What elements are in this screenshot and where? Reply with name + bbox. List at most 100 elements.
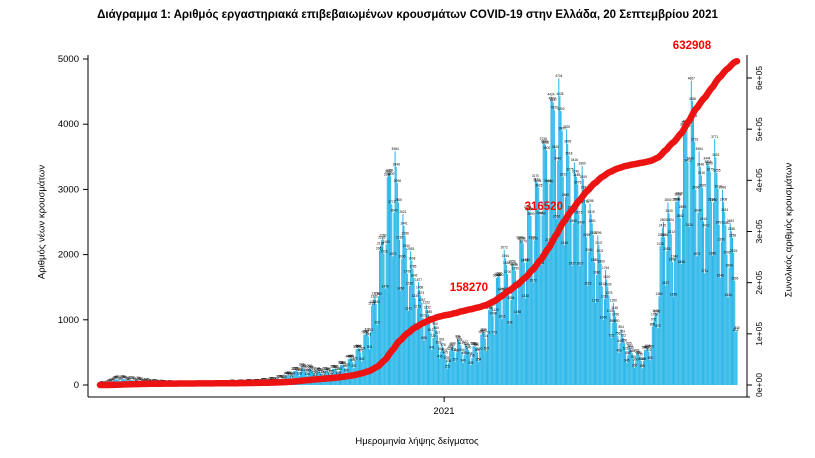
bar [529, 211, 531, 385]
bar-value-label: 950 [610, 319, 616, 323]
left-tick-label: 5000 [58, 54, 79, 65]
bar-value-label: 2996 [719, 186, 726, 190]
bar-value-label: 1360 [655, 292, 662, 296]
bar-value-label: 57 [133, 377, 137, 381]
bar-value-label: 149 [336, 371, 342, 375]
bar-value-label: 2500 [660, 218, 667, 222]
bar [453, 351, 455, 385]
bar-value-label: 35 [111, 379, 115, 383]
bar [706, 160, 708, 385]
bar-value-label: 448 [467, 352, 473, 356]
bar-value-label: 3600 [543, 146, 550, 150]
bar [609, 313, 611, 385]
bar-value-label: 900 [433, 322, 439, 326]
bar [623, 342, 626, 385]
bar [710, 201, 712, 385]
bar [671, 261, 673, 385]
bar [443, 352, 445, 385]
bar [508, 294, 510, 385]
bar [625, 350, 627, 385]
bar [539, 215, 541, 385]
bar-value-label: 773 [492, 330, 498, 334]
bar-value-label: 3738 [540, 137, 547, 141]
bar [372, 304, 374, 385]
bar-value-label: 2651 [721, 208, 728, 212]
bar-value-label: 1708 [404, 269, 411, 273]
bar-value-label: 87 [115, 375, 119, 379]
bar-value-label: 81 [128, 376, 132, 380]
bar-value-label: 4667 [688, 77, 695, 81]
bar-value-label: 1479 [382, 284, 389, 288]
bar [686, 128, 688, 386]
bar [586, 237, 588, 385]
bar-value-label: 63 [125, 377, 129, 381]
bar [650, 348, 652, 385]
bar-value-label: 216 [292, 367, 298, 371]
bar-value-label: 725 [609, 334, 615, 338]
bar [455, 352, 457, 385]
bar [426, 309, 428, 385]
bar-value-label: 4424 [547, 92, 554, 96]
right-axis-title: Συνολικός αριθμός κρουσμάτων [783, 162, 795, 298]
bar [433, 321, 435, 385]
bar-value-label: 2808 [673, 198, 680, 202]
bar [655, 313, 657, 385]
bar [684, 124, 686, 386]
bar-value-label: 215 [310, 367, 316, 371]
bar-value-label: 38 [134, 378, 138, 382]
bar [436, 334, 438, 385]
bar-value-label: 896 [650, 322, 656, 326]
bar-value-label: 2025 [730, 249, 737, 253]
bar-value-label: 1260 [610, 299, 617, 303]
bar-value-label: 1213 [368, 302, 375, 306]
bar [393, 212, 395, 385]
bar-value-label: 1330 [412, 294, 419, 298]
bar-value-label: 2772 [388, 200, 395, 204]
bar-value-label: 538 [642, 346, 648, 350]
bar [719, 277, 721, 385]
right-tick-label: 5e+05 [754, 117, 764, 141]
bar-value-label: 176 [327, 369, 333, 373]
bar [572, 223, 574, 385]
bar [527, 209, 529, 385]
bar-value-label: 3348 [697, 163, 704, 167]
bar-value-label: 520 [477, 347, 483, 351]
bar [422, 317, 424, 385]
bar-value-label: 1085 [425, 310, 432, 314]
bar-value-label: 3920 [563, 125, 570, 129]
bar-value-label: 201 [317, 368, 323, 372]
bar [435, 330, 437, 385]
bar-value-label: 93 [276, 375, 280, 379]
bar-value-label: 136 [304, 372, 310, 376]
bar-value-label: 360 [633, 357, 639, 361]
bar-value-label: 435 [637, 352, 643, 356]
bar-value-label: 523 [623, 347, 629, 351]
bar-value-label: 1972 [389, 252, 396, 256]
bar [559, 96, 561, 385]
bar-value-label: 2358 [728, 227, 735, 231]
bar-value-label: 43 [146, 378, 150, 382]
bar-value-label: 922 [375, 321, 381, 325]
bar [636, 352, 638, 385]
bar [730, 231, 732, 385]
bar [452, 345, 454, 385]
bar-value-label: 613 [458, 341, 464, 345]
bar [463, 355, 465, 385]
bar-value-label: 205 [316, 367, 322, 371]
annotation-632908: 632908 [673, 40, 712, 52]
bar-value-label: 4200 [557, 107, 564, 111]
bar-value-label: 4337 [550, 98, 557, 102]
bar-value-label: 64 [275, 377, 279, 381]
bar-value-label: 464 [635, 351, 641, 355]
bar [602, 319, 604, 385]
bar-value-label: 540 [643, 346, 649, 350]
bar-value-label: 2668 [525, 207, 532, 211]
bar [512, 266, 514, 385]
bar-value-label: 3025 [699, 184, 706, 188]
bar [466, 347, 468, 385]
bar [562, 176, 564, 385]
bar-value-label: 95 [279, 375, 283, 379]
bar-value-label: 493 [634, 349, 640, 353]
bar [681, 209, 683, 385]
